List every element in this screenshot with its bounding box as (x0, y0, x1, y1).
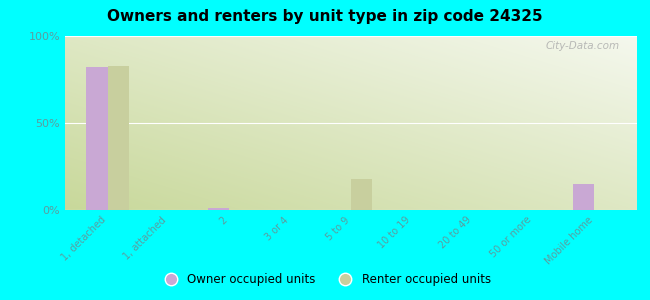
Bar (351, 179, 372, 210)
Bar (208, 208, 229, 210)
Text: Owners and renters by unit type in zip code 24325: Owners and renters by unit type in zip c… (107, 9, 543, 24)
Bar (573, 184, 594, 210)
Bar (86, 67, 108, 210)
Bar (108, 66, 129, 210)
Text: City-Data.com: City-Data.com (546, 41, 620, 51)
Legend: Owner occupied units, Renter occupied units: Owner occupied units, Renter occupied un… (154, 269, 496, 291)
